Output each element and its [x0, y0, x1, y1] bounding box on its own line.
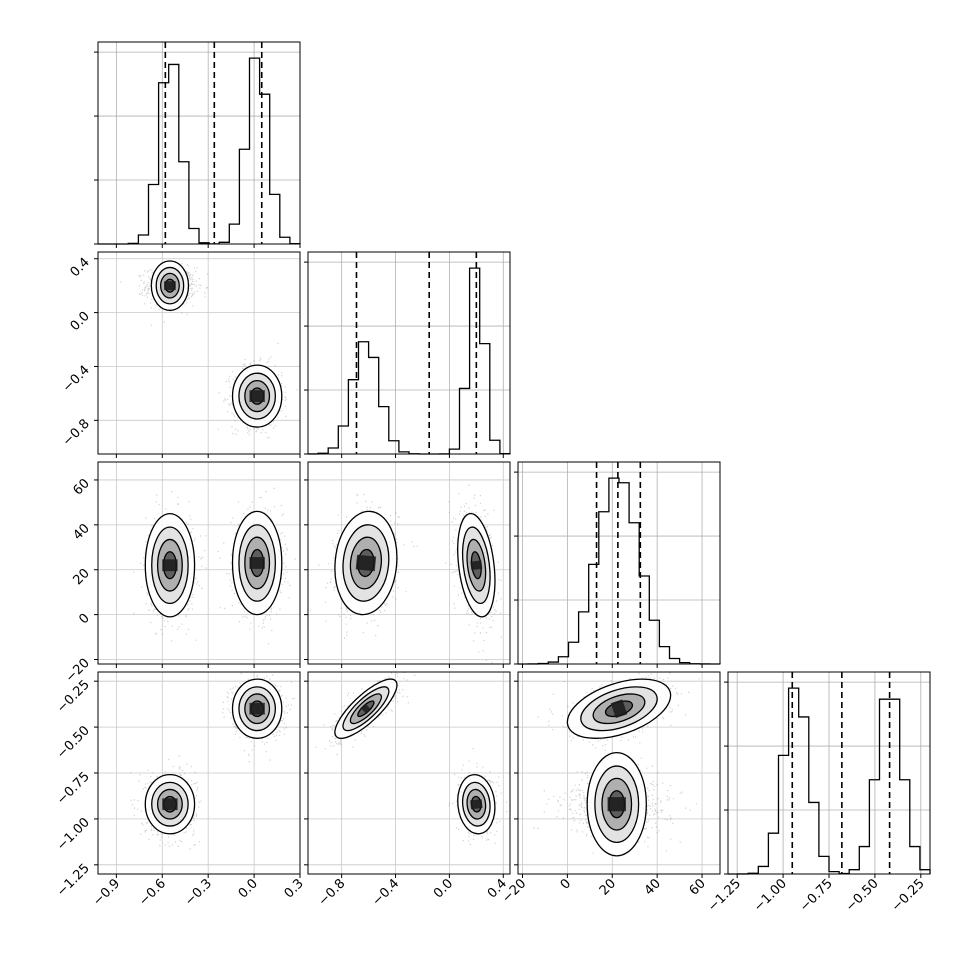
- histogram-bars: [98, 57, 301, 245]
- cluster-2: [222, 672, 295, 763]
- panel-frame: [517, 461, 721, 665]
- scatter-panel-1-3: [97, 461, 301, 665]
- histogram-panel-3: [514, 461, 721, 665]
- density-peak: [607, 797, 626, 812]
- scatter-panel-1-2: [97, 251, 301, 455]
- histogram-bars: [727, 687, 931, 875]
- histogram-panel-4: [724, 671, 931, 875]
- x-tick-label: −0.8: [316, 876, 349, 909]
- density-peak: [162, 559, 178, 572]
- density-peak: [249, 702, 265, 715]
- density-peak: [249, 557, 265, 569]
- y-tick-label: −1.00: [54, 815, 93, 854]
- panel-content: [308, 462, 510, 664]
- x-tick-label: 0.3: [282, 876, 307, 901]
- panel-frame: [307, 251, 511, 455]
- cluster-1: [445, 484, 502, 664]
- density-peak: [470, 799, 483, 810]
- x-tick-label: −0.6: [136, 876, 169, 909]
- density-peak: [610, 699, 628, 719]
- x-tick-label: 0: [558, 876, 574, 892]
- scatter-panel-2-3: [307, 461, 511, 665]
- x-tick-label: −0.75: [797, 876, 836, 915]
- cluster-2: [217, 343, 298, 439]
- cluster-2: [315, 672, 416, 756]
- cluster-2: [537, 672, 700, 752]
- panel-content: [98, 462, 300, 664]
- density-peak: [164, 281, 176, 291]
- cluster-1: [533, 751, 697, 857]
- x-tick-label: −0.9: [90, 876, 123, 909]
- panel-content: [98, 252, 300, 454]
- density-peak: [360, 703, 372, 715]
- cluster-1: [448, 748, 508, 845]
- histogram-panel-2: [304, 251, 511, 455]
- cluster-1: [133, 491, 207, 642]
- panel-content: [98, 672, 300, 874]
- x-tick-label: −1.00: [751, 876, 790, 915]
- x-tick-label: 60: [687, 876, 709, 898]
- panel-frame: [97, 461, 301, 665]
- y-tick-label: 0.4: [68, 255, 93, 280]
- x-tick-label: −1.25: [705, 876, 744, 915]
- y-tick-label: −0.75: [54, 769, 93, 808]
- panel-frame: [97, 251, 301, 455]
- cluster-1: [120, 260, 209, 326]
- y-tick-label: 60: [71, 476, 93, 498]
- histogram-bars: [307, 267, 511, 455]
- y-tick-label: 0: [76, 611, 92, 627]
- x-tick-label: 0.0: [236, 876, 261, 901]
- y-tick-label: −0.50: [54, 723, 93, 762]
- panel-frame: [97, 41, 301, 245]
- y-tick-label: 0.0: [68, 309, 93, 334]
- scatter-panel-1-4: [97, 671, 301, 875]
- y-tick-label: 40: [71, 521, 93, 543]
- density-peak: [355, 554, 377, 572]
- y-tick-label: 20: [71, 566, 93, 588]
- y-tick-label: −0.4: [60, 363, 93, 396]
- panel-content: [518, 672, 720, 874]
- density-peak: [162, 798, 178, 811]
- scatter-panel-3-4: [517, 671, 721, 875]
- density-peak: [470, 560, 483, 571]
- x-tick-label: 40: [642, 876, 664, 898]
- y-tick-label: −0.8: [60, 417, 93, 450]
- histogram-bars: [517, 477, 721, 665]
- cluster-2: [217, 487, 296, 645]
- panel-content: [308, 672, 510, 874]
- x-tick-label: −0.25: [889, 876, 928, 915]
- x-tick-label: −0.50: [843, 876, 882, 915]
- panel-frame: [307, 461, 511, 665]
- y-tick-label: −1.25: [54, 861, 93, 900]
- scatter-panel-2-4: [307, 671, 511, 875]
- x-tick-label: −0.4: [369, 876, 402, 909]
- cluster-2: [310, 493, 418, 639]
- cluster-1: [130, 755, 202, 850]
- x-tick-label: 20: [597, 876, 619, 898]
- density-peak: [249, 390, 265, 402]
- x-tick-label: 0.0: [431, 876, 456, 901]
- histogram-panel-1: [94, 41, 301, 245]
- x-tick-label: −0.3: [182, 876, 215, 909]
